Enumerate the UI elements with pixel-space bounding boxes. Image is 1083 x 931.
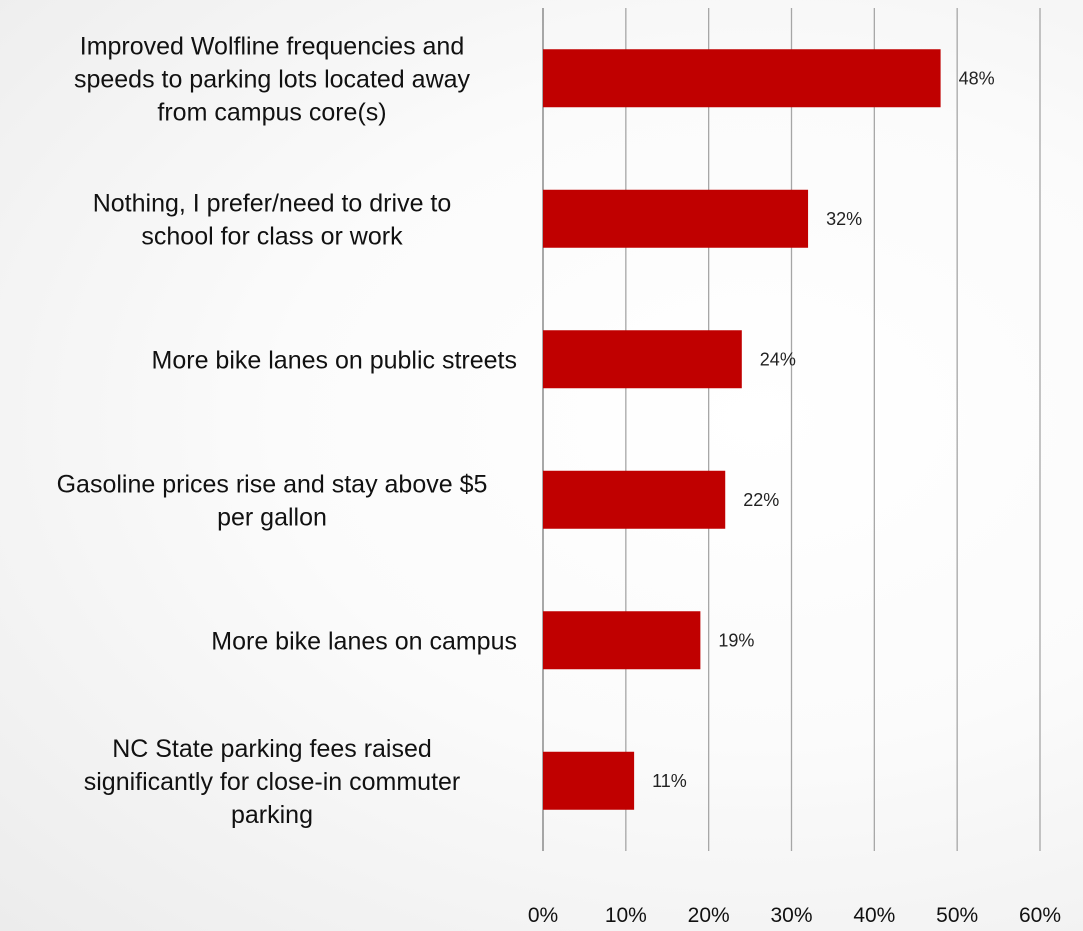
x-tick-label: 40% (853, 904, 895, 927)
category-label: Nothing, I prefer/need to drive to school… (93, 189, 452, 250)
value-labels: 48% 32% 24% 22% 19% 11% (652, 68, 995, 791)
bar-value-label: 32% (826, 209, 862, 229)
bar (543, 611, 701, 670)
category-labels: Improved Wolfline frequencies and speeds … (57, 32, 517, 829)
x-tick-label: 30% (770, 904, 812, 927)
category-label: More bike lanes on campus (211, 627, 517, 655)
bar (543, 470, 726, 529)
bar-value-label: 19% (718, 630, 754, 650)
bar (543, 330, 742, 389)
x-tick-label: 20% (688, 904, 730, 927)
bar (543, 189, 809, 248)
x-tick-label: 60% (1019, 904, 1061, 927)
category-label: More bike lanes on public streets (152, 346, 517, 374)
bar-value-label: 11% (652, 771, 687, 791)
x-tick-label: 50% (936, 904, 978, 927)
bar-value-label: 22% (743, 490, 779, 510)
bar-value-label: 48% (959, 68, 995, 88)
category-label: Improved Wolfline frequencies and speeds … (74, 32, 471, 126)
x-axis-tick-labels: 0% 10% 20% 30% 40% 50% 60% (528, 904, 1061, 927)
bar (543, 49, 941, 108)
bars (543, 49, 941, 810)
category-label: Gasoline prices rise and stay above $5 pe… (57, 470, 488, 531)
category-label: NC State parking fees raised significantl… (84, 735, 461, 829)
x-tick-label: 10% (605, 904, 647, 927)
bar-value-label: 24% (760, 349, 796, 369)
gridlines (542, 8, 1041, 851)
bar (543, 751, 635, 810)
x-tick-label: 0% (528, 904, 558, 927)
